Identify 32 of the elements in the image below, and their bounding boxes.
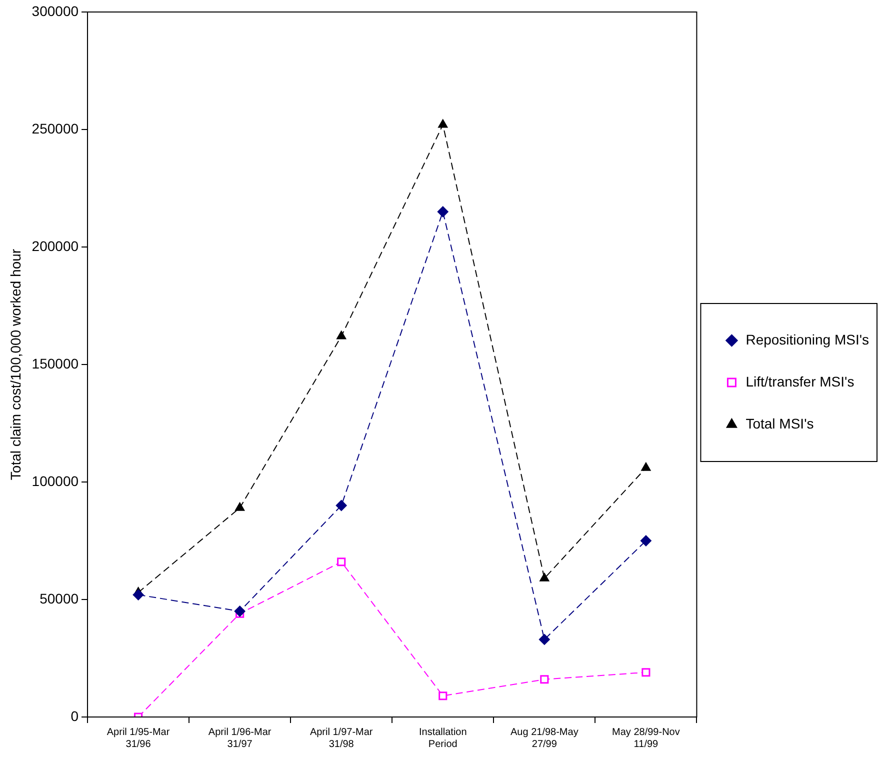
x-tick-label: April 1/97-Mar 31/98	[310, 726, 374, 750]
point	[641, 462, 651, 471]
y-tick-label: 300000	[32, 2, 79, 19]
x-tick-label: Aug 21/98-May 27/99	[510, 726, 578, 750]
point	[540, 675, 549, 684]
legend-label: Repositioning MSI's	[746, 331, 870, 348]
y-tick-label: 200000	[32, 238, 79, 254]
y-tick-label: 0	[70, 708, 79, 724]
point	[438, 119, 448, 128]
legend-label: Total MSI's	[746, 415, 814, 432]
point	[132, 589, 144, 600]
point	[438, 692, 448, 700]
x-tick-label: Installation Period	[418, 726, 467, 750]
y-tick-label: 150000	[32, 355, 79, 372]
point	[538, 634, 550, 645]
x-tick-label: May 28/99-Nov 11/99	[612, 726, 680, 750]
x-tick-label: April 1/96-Mar 31/97	[208, 726, 272, 750]
legend-label: Lift/transfer MSI's	[746, 373, 854, 390]
point	[337, 558, 346, 566]
point	[336, 330, 346, 340]
x-tick-label: April 1/95-Mar 31/96	[106, 726, 170, 750]
point	[437, 206, 448, 218]
point	[640, 535, 652, 546]
point	[336, 500, 347, 511]
point	[540, 572, 550, 582]
point	[234, 606, 246, 617]
y-tick-label: 100000	[32, 472, 79, 489]
y-tick-label: 50000	[40, 590, 79, 606]
point	[234, 502, 245, 511]
point	[642, 668, 650, 677]
y-axis-title: Total claim cost/100,000 worked hour	[7, 248, 24, 480]
y-tick-label: 250000	[32, 120, 79, 136]
